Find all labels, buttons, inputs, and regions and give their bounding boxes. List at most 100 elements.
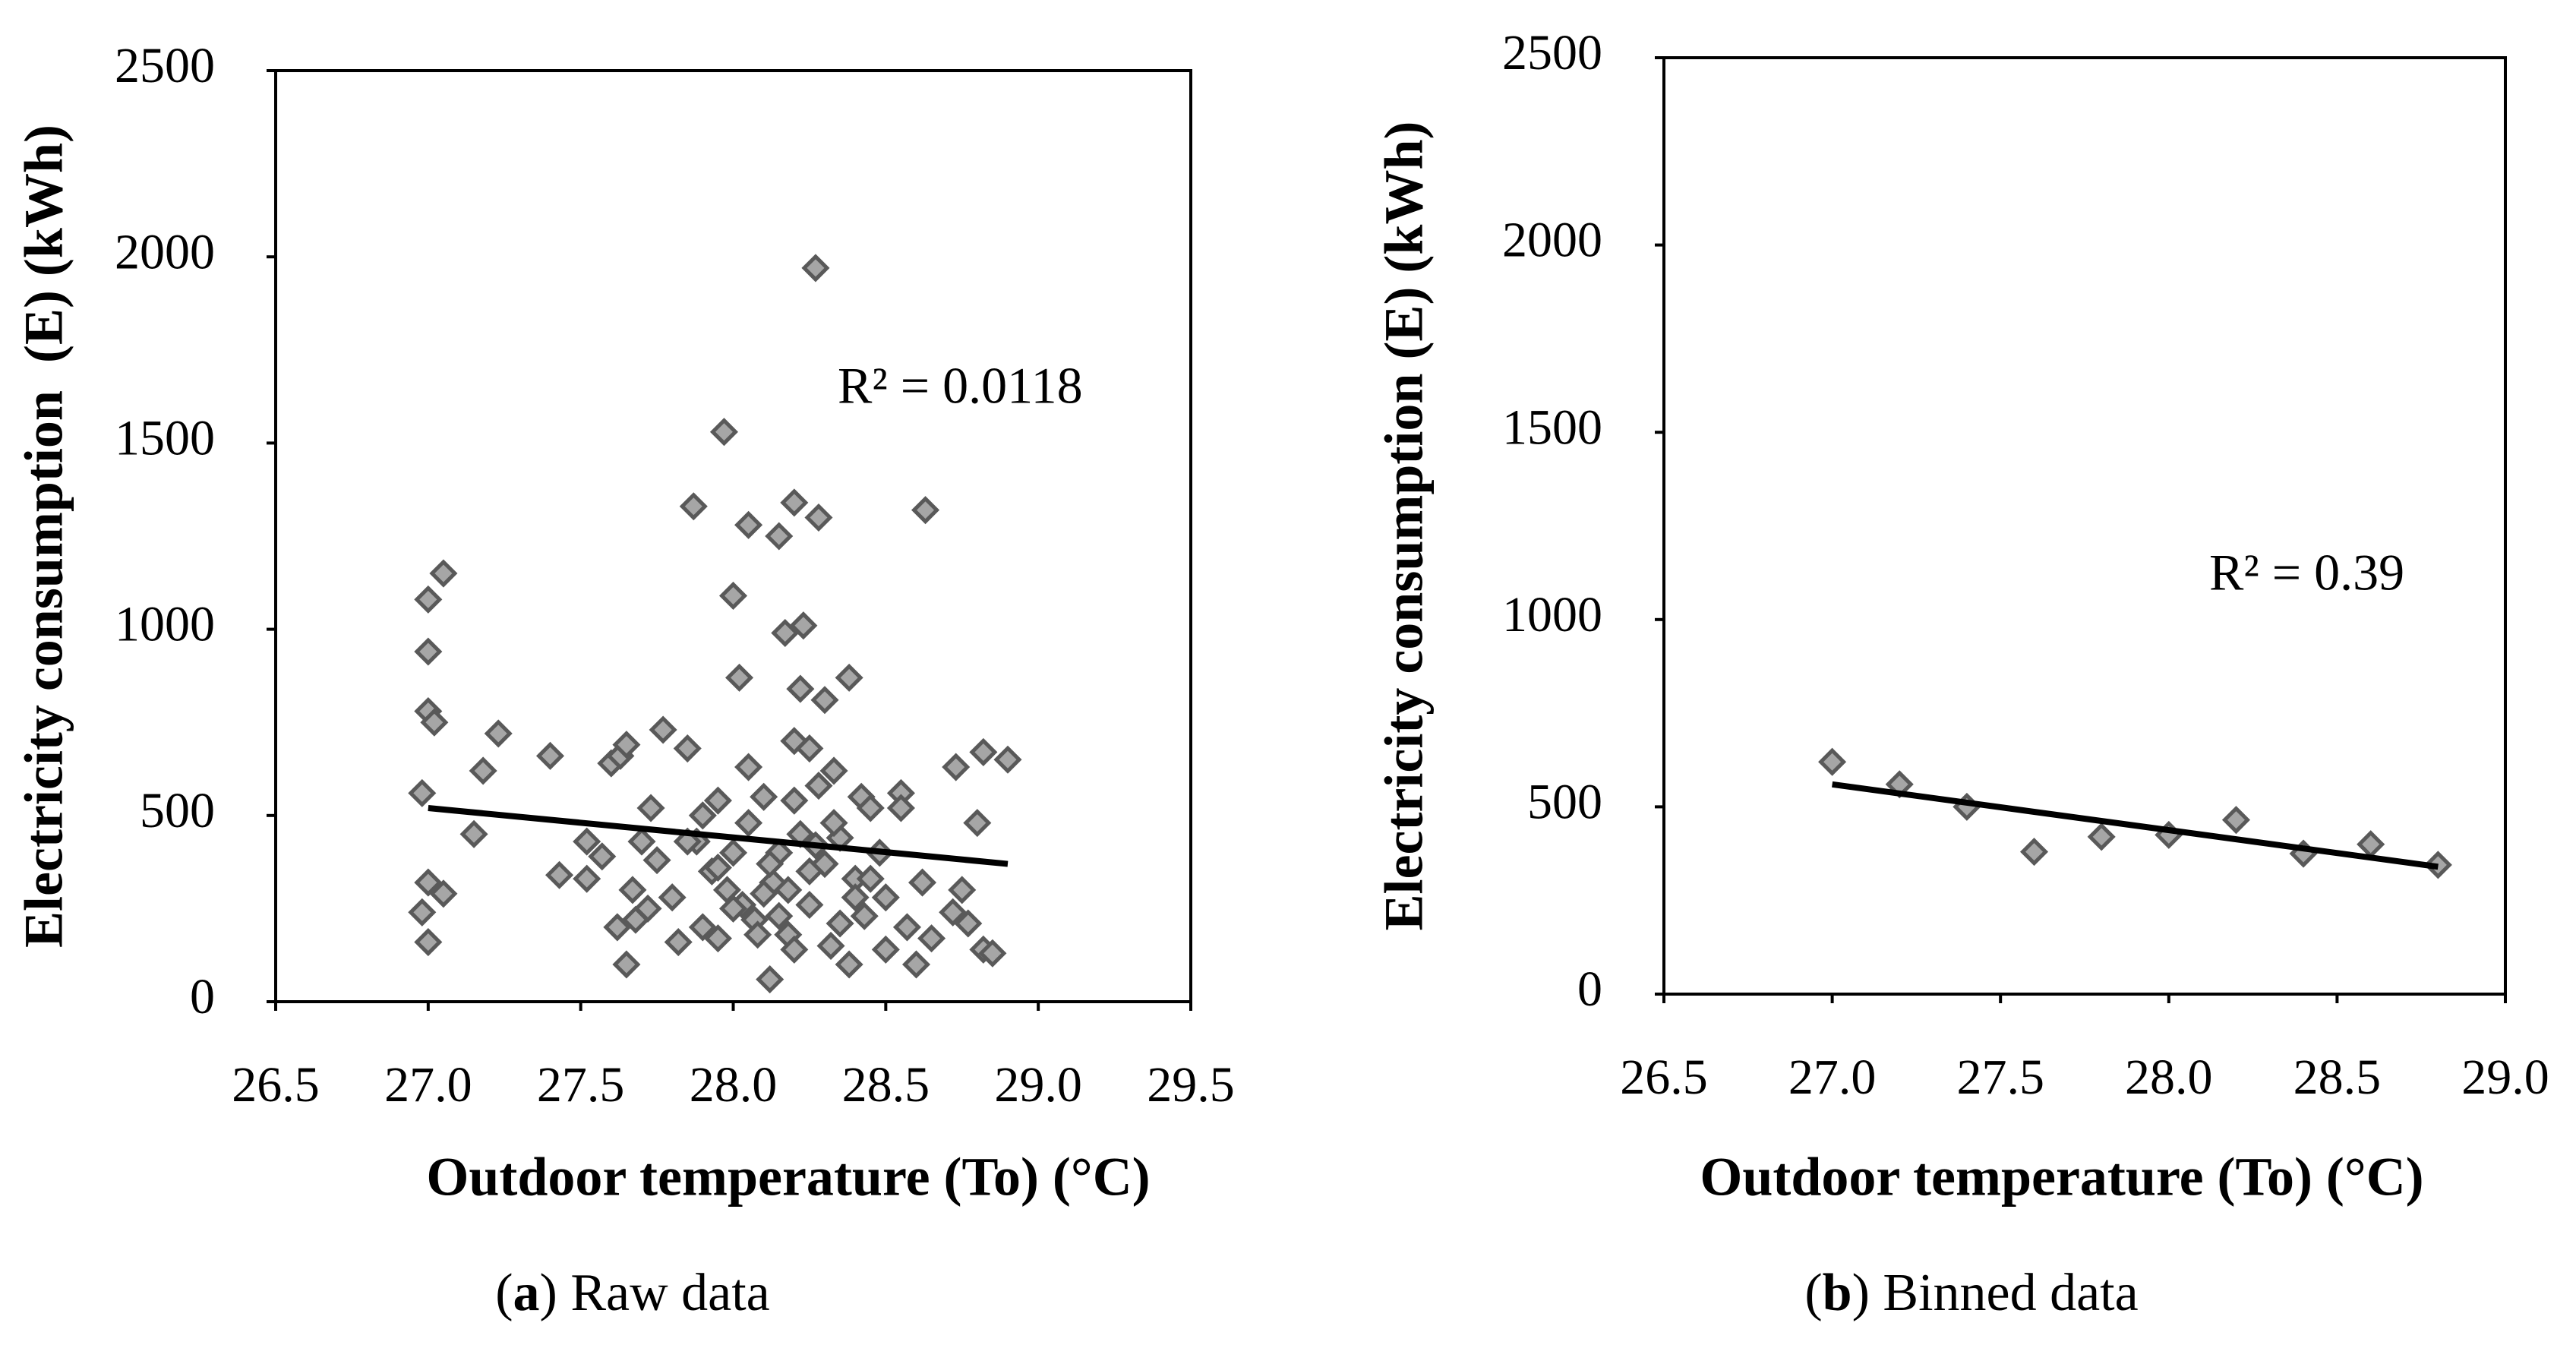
data-point (801, 254, 830, 283)
data-point (408, 778, 437, 807)
y-tick-label: 1500 (115, 411, 215, 466)
data-point (948, 876, 977, 904)
data-point (469, 756, 497, 785)
data-point (484, 719, 513, 748)
data-point (963, 809, 992, 838)
data-point (750, 879, 778, 908)
data-point (892, 913, 921, 942)
data-point (780, 488, 809, 517)
data-point (804, 503, 833, 532)
data-point (850, 901, 879, 930)
data-point (816, 931, 845, 960)
data-point (835, 663, 863, 692)
data-point (709, 418, 738, 447)
data-point (545, 860, 574, 889)
chart-panel: 0 500 1000 1500 2000 2500 26.5 27.0 27.5 28.0 28.5… (14, 38, 1235, 1322)
x-tick-label: 29.0 (2461, 1050, 2549, 1105)
data-point (993, 745, 1022, 774)
data-point (2357, 830, 2385, 859)
data-point (901, 950, 931, 979)
data-point (718, 581, 748, 610)
x-tick-label: 28.0 (690, 1057, 778, 1113)
x-axis-title: Outdoor temperature (To) (°C) (426, 1147, 1150, 1208)
data-point (780, 786, 809, 815)
data-point (734, 809, 763, 838)
y-tick-label: 2000 (1502, 213, 1602, 268)
data-point (603, 913, 632, 942)
caption-part: a (513, 1264, 540, 1322)
data-point (414, 928, 443, 957)
y-tick-label: 500 (1527, 775, 1602, 830)
data-point (429, 879, 458, 908)
x-tick-label: 27.0 (1788, 1050, 1877, 1105)
data-point (804, 772, 833, 800)
plot-frame (1662, 56, 2507, 996)
data-point (835, 950, 863, 979)
data-point (1818, 747, 1847, 776)
data-point (535, 741, 565, 770)
x-tick-label: 28.5 (2293, 1050, 2382, 1105)
caption: (a) Raw data (495, 1264, 770, 1322)
data-point (703, 924, 732, 953)
x-axis-title: Outdoor temperature (To) (°C) (1700, 1147, 2423, 1208)
y-axis-title: Electricity consumption (E) (kWh) (14, 125, 74, 948)
caption-part: b (1823, 1264, 1852, 1322)
data-point (2221, 806, 2250, 835)
data-point (429, 559, 458, 588)
data-point (765, 901, 794, 930)
data-point (703, 853, 732, 882)
data-point (795, 734, 824, 763)
x-tick-label: 27.0 (384, 1057, 472, 1113)
caption: (b) Binned data (1804, 1264, 2138, 1322)
caption-part: ( (495, 1264, 513, 1322)
data-point (795, 857, 824, 886)
x-tick-label: 28.5 (842, 1057, 930, 1113)
data-point (917, 924, 946, 953)
data-point (612, 950, 641, 979)
data-point (969, 737, 998, 766)
data-point (942, 753, 971, 781)
data-point (886, 794, 915, 822)
data-point (588, 842, 617, 871)
x-tick-label: 29.0 (994, 1057, 1082, 1113)
data-point (743, 920, 772, 949)
data-point (978, 939, 1007, 968)
data-point (724, 663, 754, 692)
data-point (789, 611, 818, 640)
data-point (871, 883, 900, 912)
data-point (734, 753, 763, 781)
y-tick-label: 0 (190, 969, 215, 1024)
data-point (618, 876, 647, 904)
data-point (636, 794, 665, 822)
data-point (765, 522, 794, 551)
y-tick-label: 1000 (115, 597, 215, 652)
data-point (688, 801, 717, 830)
x-tick-label: 27.5 (1956, 1050, 2044, 1105)
data-point (911, 496, 940, 525)
data-point (871, 935, 900, 964)
caption-part: ) Raw data (540, 1264, 770, 1322)
data-point (908, 868, 937, 897)
data-point (627, 827, 656, 856)
annotation: R² = 0.39 (2209, 544, 2404, 601)
y-tick-label: 0 (1577, 961, 1602, 1017)
data-point (414, 868, 443, 897)
data-point (774, 876, 803, 904)
data-point (856, 794, 885, 822)
data-point (756, 850, 784, 879)
x-tick-label: 26.5 (1620, 1050, 1708, 1105)
data-point (673, 734, 702, 763)
y-tick-label: 500 (140, 783, 215, 838)
data-point (734, 510, 763, 539)
data-point (939, 898, 968, 927)
caption-part: ) Binned data (1852, 1264, 2139, 1322)
data-point (573, 827, 601, 856)
data-point (2087, 822, 2116, 851)
x-tick-label: 27.5 (537, 1057, 625, 1113)
data-point (664, 928, 693, 957)
data-point (679, 492, 708, 521)
trend-line (1832, 781, 2439, 870)
data-point (819, 809, 848, 838)
data-point (826, 909, 854, 938)
